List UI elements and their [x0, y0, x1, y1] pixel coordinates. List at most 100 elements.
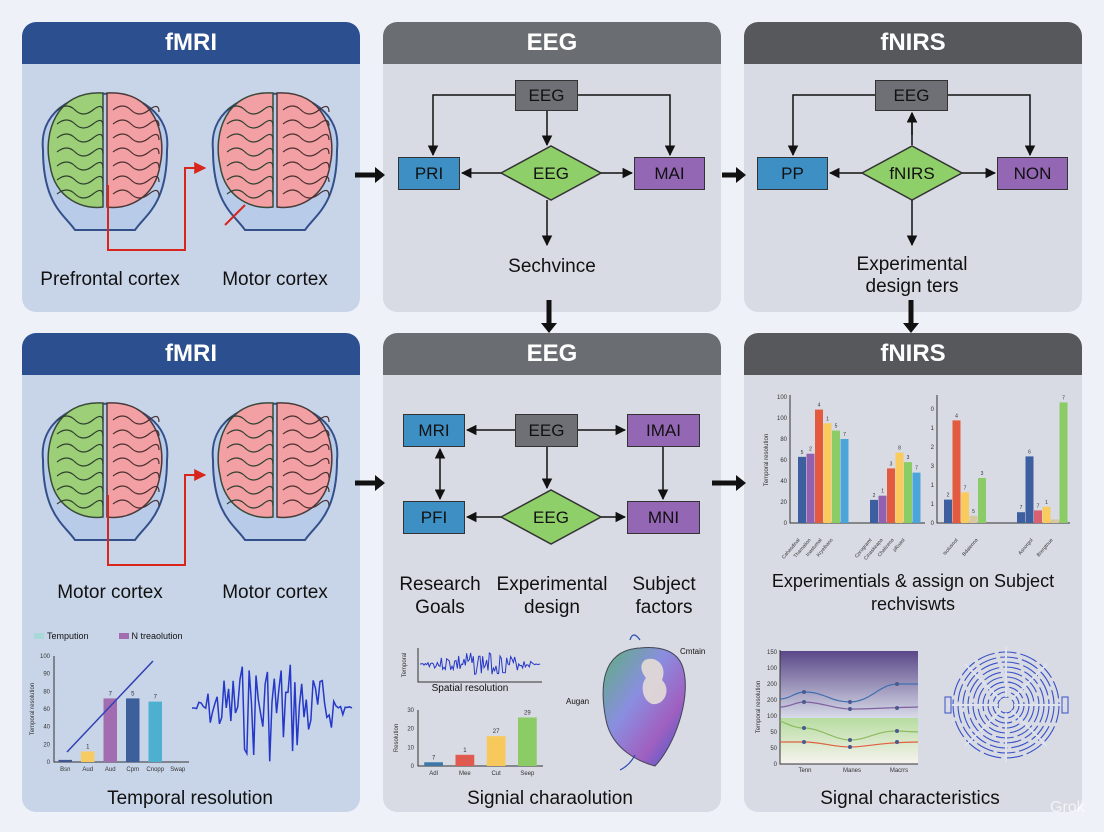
bar [823, 423, 832, 523]
y-tick-label: 20 [407, 727, 414, 733]
gyrus [282, 457, 330, 467]
bar [912, 472, 921, 523]
gyrus [56, 119, 104, 129]
col-subject-factors-2: factors [635, 597, 693, 618]
brain-icon [41, 92, 169, 231]
flow-diamond-fnirs-label: fNIRS [889, 164, 935, 183]
data-point [895, 729, 899, 733]
bar [455, 754, 475, 766]
flow-arrow [948, 94, 1036, 157]
flow-box-eeg: EEG [515, 414, 578, 447]
flow-arrow [427, 94, 515, 157]
y-tick-label: 200 [767, 698, 778, 704]
curved-arrow [619, 634, 641, 771]
gyrus [112, 161, 160, 171]
gyrus [226, 161, 274, 171]
data-point [848, 745, 852, 749]
data-label: 29 [524, 710, 531, 716]
y-tick-label: 0 [774, 762, 778, 768]
bar [798, 456, 806, 523]
bar [961, 492, 969, 523]
data-point [895, 740, 899, 744]
flow-arrow [578, 94, 676, 157]
gyrus [226, 175, 274, 185]
wave-caption: Spatial resolution [431, 683, 509, 694]
spoke [1010, 663, 1048, 701]
data-label: 2 [809, 447, 812, 453]
x-tick-label: Aud [105, 767, 116, 773]
data-label: 5 [835, 424, 838, 430]
watermark: Grok [1050, 799, 1085, 816]
gyrus [56, 147, 104, 157]
data-label: 5 [972, 509, 975, 515]
data-label: 3 [981, 471, 984, 477]
panel-title: fNIRS [744, 22, 1082, 64]
gyrus [282, 119, 330, 129]
gyrus [226, 119, 274, 129]
gyrus [226, 415, 274, 425]
gyrus [226, 499, 274, 509]
caption-line1: Experimentials & assign on Subject [771, 571, 1055, 591]
data-point [848, 707, 852, 711]
right-hemisphere [276, 92, 333, 209]
y-tick-label: 20 [780, 500, 787, 506]
gyrus [112, 443, 160, 453]
gyrus [226, 485, 274, 495]
x-tick-label: Macrrs [890, 768, 908, 774]
bar [904, 462, 912, 523]
bar [815, 409, 823, 523]
bar [978, 478, 986, 523]
y-tick-label: 0 [931, 407, 935, 413]
gyrus [282, 175, 330, 185]
gyrus [112, 119, 160, 129]
y-tick-label: 40 [43, 725, 50, 731]
caption-line2: design ters [865, 276, 959, 297]
organ-label-left: Augan [566, 697, 590, 706]
gyrus [112, 471, 160, 481]
data-point [802, 700, 806, 704]
label-prefrontal-cortex: Prefrontal cortex [40, 269, 180, 290]
y-tick-label: 150 [767, 650, 778, 656]
flow-box-pfi: PFI [403, 501, 465, 534]
y-tick-label: 80 [780, 437, 787, 443]
data-label: 7 [154, 695, 158, 701]
organ-illustration [602, 647, 686, 767]
x-tick-label: Cnopp [146, 767, 164, 773]
arrow-head [541, 323, 557, 333]
col-experimental-design-1: Experimental [496, 574, 608, 595]
gyrus [112, 175, 160, 185]
bar [969, 515, 978, 523]
gyrus [112, 429, 160, 439]
y-tick-label: 20 [43, 742, 50, 748]
y-tick-label: 30 [407, 708, 414, 714]
gyrus [282, 105, 330, 115]
gyrus [226, 147, 274, 157]
x-tick-label: Tenn [798, 768, 811, 774]
right-hemisphere [276, 402, 333, 519]
chart-axes [53, 656, 189, 763]
y-axis-label: Temporal resolution [30, 683, 36, 735]
bar [806, 453, 815, 523]
data-label: 7 [109, 691, 113, 697]
spoke [1010, 709, 1048, 747]
data-point [802, 690, 806, 694]
y-axis-label: Temporal resolution [756, 681, 762, 733]
bar [878, 495, 887, 523]
gyrus [226, 429, 274, 439]
gyrus [56, 105, 104, 115]
gyrus [226, 105, 274, 115]
panel-title: fNIRS [744, 333, 1082, 375]
brain-icon [211, 402, 339, 541]
organ-label-right: Cmtain [680, 647, 706, 656]
data-label: 5 [131, 691, 135, 697]
gyrus [282, 133, 330, 143]
panel-title: EEG [383, 333, 721, 375]
gyrus [282, 499, 330, 509]
caption-line2: rechviswts [870, 594, 955, 614]
label-motor-cortex-right: Motor cortex [222, 582, 328, 603]
y-tick-label: 1 [931, 483, 935, 489]
gyrus [282, 147, 330, 157]
flow-diamond-eeg-label: EEG [533, 508, 569, 527]
y-tick-label: 0 [411, 764, 415, 770]
gyrus [226, 471, 274, 481]
